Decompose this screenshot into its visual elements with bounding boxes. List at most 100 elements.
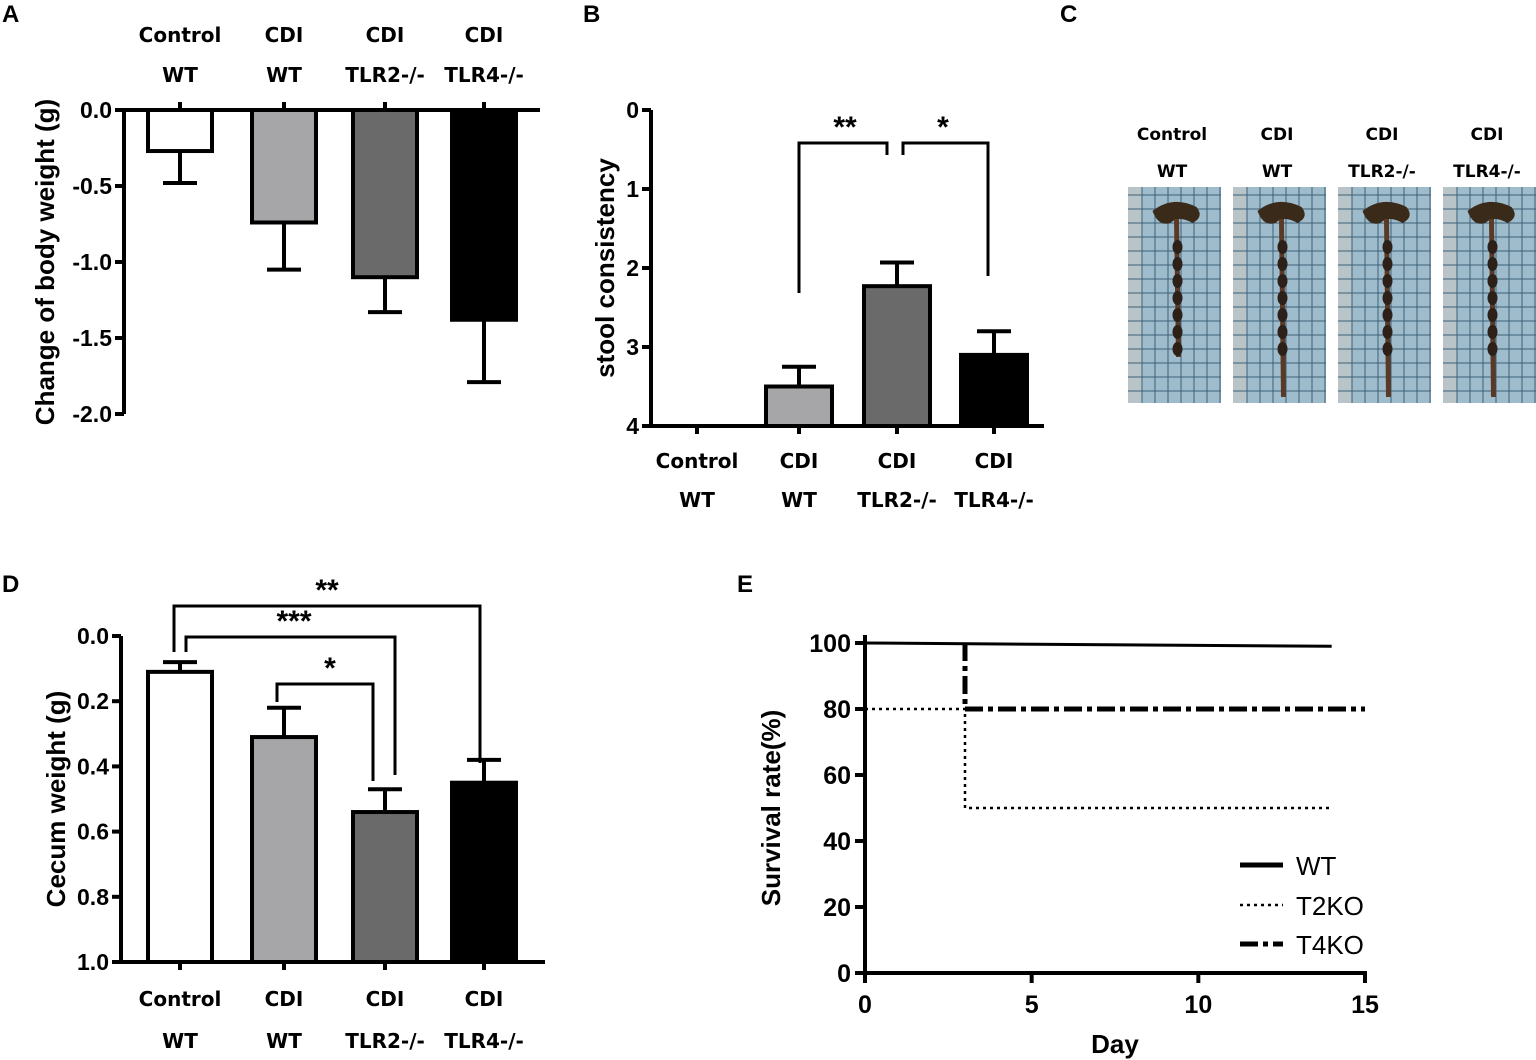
category-label: CDI: [366, 987, 405, 1011]
stool-pellet: [1382, 291, 1393, 305]
x-tick-label: 0: [858, 991, 872, 1019]
significance-bracket: [797, 141, 889, 293]
category-label: TLR4-/-: [444, 1029, 524, 1053]
stool-pellet: [1277, 342, 1288, 356]
photo-ruler: [1443, 187, 1457, 403]
significance-bracket: [184, 635, 397, 775]
x-axis-label: Day: [1091, 1029, 1139, 1059]
panel-letter-a: A: [2, 1, 19, 28]
significance-label: ***: [276, 605, 311, 638]
stool-pellet: [1277, 257, 1288, 271]
stool-pellet: [1382, 274, 1393, 288]
stool-pellet: [1172, 308, 1183, 322]
photo-ruler: [1233, 187, 1247, 403]
significance-label: **: [833, 111, 857, 144]
y-tick-label: -1.5: [72, 325, 112, 351]
x-tick-label: 5: [1025, 991, 1039, 1019]
stool-pellet: [1487, 325, 1498, 339]
y-tick-label: 4: [626, 413, 639, 439]
y-tick-label: 20: [823, 894, 851, 922]
y-tick-label: 0.8: [77, 884, 109, 910]
category-label: CDI: [780, 449, 819, 473]
photo-label: WT: [1262, 162, 1293, 182]
y-tick-label: -0.5: [72, 173, 112, 199]
stool-pellet: [1172, 240, 1183, 254]
category-label: CDI: [465, 23, 504, 47]
bar: [146, 108, 214, 154]
bar: [450, 780, 518, 965]
photo-label: CDI: [1471, 125, 1504, 145]
survival-line-t2ko: [865, 707, 1332, 810]
y-tick-label: 100: [809, 630, 851, 658]
cecum-photo: [1443, 187, 1536, 403]
bar: [146, 669, 214, 964]
survival-line-wt: [864, 641, 1332, 648]
panel-letter-b: B: [583, 1, 600, 28]
bar: [351, 810, 419, 964]
x-tick-label: 10: [1184, 991, 1212, 1019]
category-label: Control: [656, 449, 739, 473]
chart-panel-b: 0 1 2 3 4 stool consistency Control WT CDI WT CDI T…: [590, 97, 1044, 512]
photo-label: TLR4-/-: [1453, 162, 1521, 182]
photo-label: CDI: [1366, 125, 1399, 145]
chart-panel-a: 0.0 -0.5 -1.0 -1.5 -2.0 Change of body weight…: [30, 23, 540, 427]
stool-pellet: [1172, 342, 1183, 356]
stool-pellet: [1172, 274, 1183, 288]
y-axis-label: Cecum weight (g): [41, 691, 71, 908]
y-tick-label: 2: [626, 255, 639, 281]
chart-panel-d: 0.0 0.2 0.4 0.6 0.8 1.0 Cecum weight (g) Contro…: [41, 574, 545, 1053]
stool-pellet: [1487, 291, 1498, 305]
significance-label: **: [315, 574, 339, 607]
category-label: WT: [162, 1029, 198, 1053]
category-label: WT: [781, 488, 817, 512]
cecum-shape: [1152, 201, 1200, 224]
stool-pellet: [1277, 325, 1288, 339]
category-label: TLR2-/-: [345, 1029, 425, 1053]
category-label: CDI: [465, 987, 504, 1011]
y-tick-label: 40: [823, 828, 851, 856]
significance-bracket: [901, 141, 990, 276]
photo-label: WT: [1157, 162, 1188, 182]
x-tick-label: 15: [1351, 991, 1379, 1019]
survival-line-t4ko: [962, 643, 1365, 712]
stool-pellet: [1172, 291, 1183, 305]
category-label: TLR4-/-: [444, 63, 524, 87]
category-label: TLR4-/-: [954, 488, 1034, 512]
stool-pellet: [1487, 342, 1498, 356]
category-label: CDI: [878, 449, 917, 473]
panel-letter-e: E: [737, 571, 753, 598]
category-label: CDI: [975, 449, 1014, 473]
y-tick-label: 0.6: [77, 819, 109, 845]
stool-pellet: [1382, 240, 1393, 254]
stool-pellet: [1277, 291, 1288, 305]
stool-pellet: [1382, 325, 1393, 339]
bar: [250, 108, 318, 225]
stool-pellet: [1487, 308, 1498, 322]
stool-pellet: [1277, 274, 1288, 288]
legend-label: WT: [1296, 851, 1337, 881]
photo-label: CDI: [1261, 125, 1294, 145]
photo-label: TLR2-/-: [1348, 162, 1416, 182]
bar: [250, 735, 318, 964]
cecum-photo: [1338, 187, 1431, 403]
y-tick-label: 3: [626, 334, 639, 360]
significance-bracket: [275, 682, 375, 781]
category-label: CDI: [265, 987, 304, 1011]
y-axis-label: Change of body weight (g): [30, 99, 60, 425]
stool-pellet: [1487, 240, 1498, 254]
photo-panel-c: Control WT CDI WT CDI TLR2-/- CDI TLR4-/-: [1128, 125, 1536, 403]
stool-pellet: [1277, 240, 1288, 254]
y-tick-label: 1.0: [77, 949, 109, 975]
bar: [450, 108, 518, 322]
y-tick-label: -2.0: [72, 401, 112, 427]
stool-pellet: [1487, 274, 1498, 288]
y-axis-label: Survival rate(%): [756, 710, 786, 907]
category-label: WT: [266, 1029, 302, 1053]
category-label: Control: [139, 987, 222, 1011]
bar: [959, 352, 1029, 428]
stool-pellet: [1382, 308, 1393, 322]
category-label: Control: [139, 23, 222, 47]
bar: [351, 108, 419, 280]
cecum-shape: [1257, 201, 1305, 224]
